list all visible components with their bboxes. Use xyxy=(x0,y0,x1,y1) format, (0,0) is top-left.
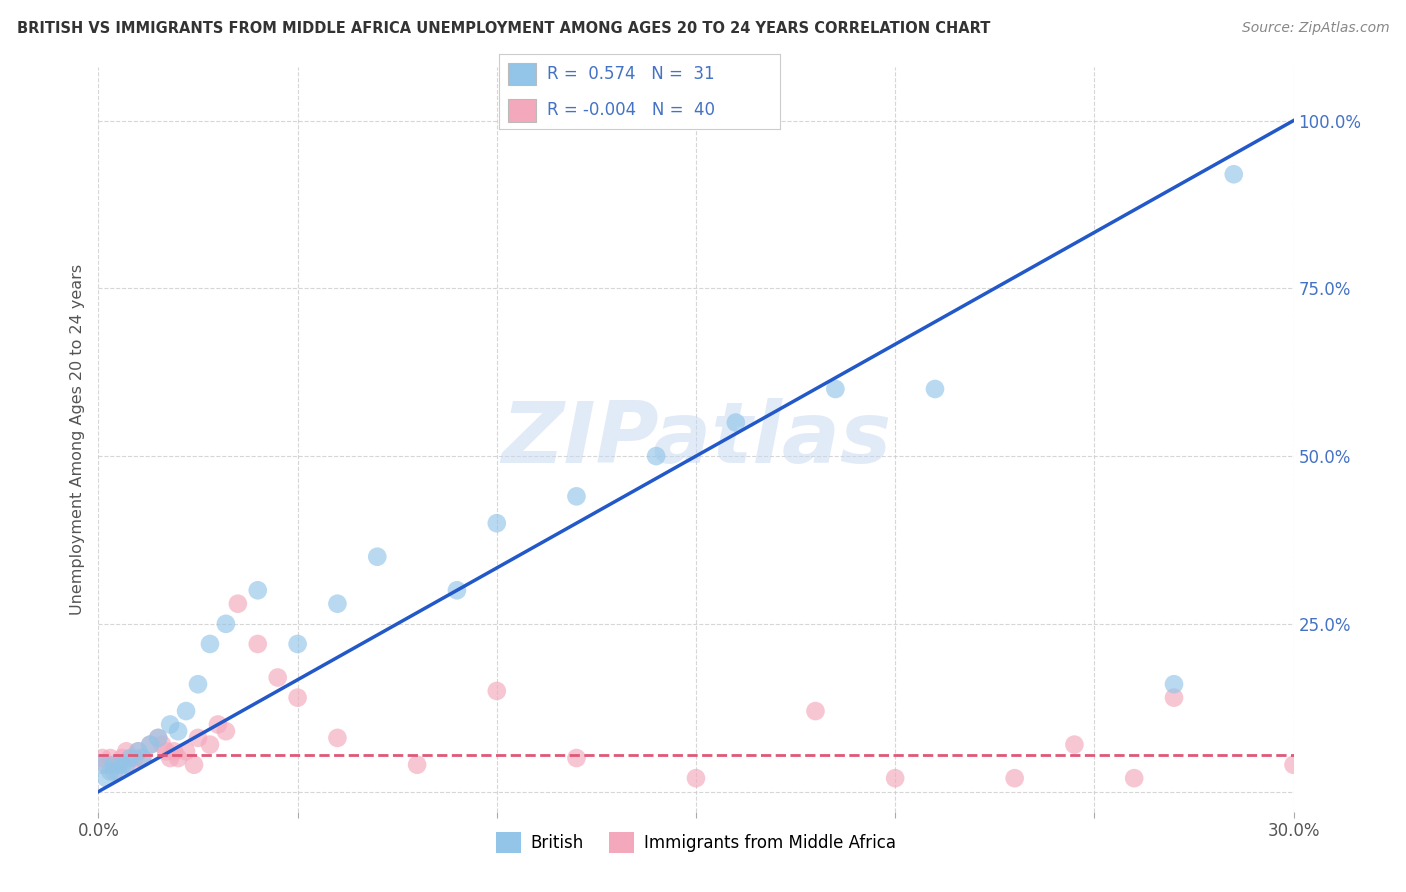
Bar xyxy=(508,99,536,122)
Point xyxy=(565,751,588,765)
Point xyxy=(139,738,162,752)
Point xyxy=(287,637,309,651)
Text: Source: ZipAtlas.com: Source: ZipAtlas.com xyxy=(1241,21,1389,36)
Point xyxy=(215,724,238,739)
Point xyxy=(246,637,269,651)
Point xyxy=(127,744,149,758)
Point xyxy=(107,757,129,772)
Point xyxy=(1004,771,1026,785)
Point xyxy=(174,704,197,718)
Point xyxy=(824,382,846,396)
Point xyxy=(103,757,125,772)
Point xyxy=(198,738,221,752)
Point xyxy=(159,717,181,731)
Point xyxy=(804,704,827,718)
Point xyxy=(127,744,149,758)
Text: R =  0.574   N =  31: R = 0.574 N = 31 xyxy=(547,65,714,83)
Point xyxy=(148,731,170,745)
Point xyxy=(131,751,153,765)
Bar xyxy=(508,62,536,86)
Point xyxy=(924,382,946,396)
Point xyxy=(1063,738,1085,752)
Point xyxy=(1163,677,1185,691)
Point xyxy=(183,757,205,772)
Point xyxy=(1282,757,1305,772)
Point xyxy=(167,751,190,765)
Point xyxy=(1123,771,1146,785)
Point xyxy=(124,751,146,765)
Point xyxy=(485,516,508,531)
Point xyxy=(366,549,388,564)
Point xyxy=(167,724,190,739)
Point xyxy=(174,744,197,758)
Point xyxy=(139,738,162,752)
Point xyxy=(724,416,747,430)
Point xyxy=(215,616,238,631)
Point xyxy=(485,684,508,698)
Point xyxy=(326,597,349,611)
Point xyxy=(198,637,221,651)
Point xyxy=(267,671,290,685)
Point xyxy=(91,751,114,765)
Point xyxy=(645,449,668,463)
Point xyxy=(226,597,249,611)
Point xyxy=(111,751,134,765)
Point xyxy=(96,757,118,772)
Point xyxy=(148,731,170,745)
Point xyxy=(565,489,588,503)
Y-axis label: Unemployment Among Ages 20 to 24 years: Unemployment Among Ages 20 to 24 years xyxy=(69,264,84,615)
Point xyxy=(884,771,907,785)
Point xyxy=(446,583,468,598)
Point xyxy=(120,751,142,765)
Point xyxy=(115,757,138,772)
Point xyxy=(103,764,125,779)
Point xyxy=(685,771,707,785)
Point xyxy=(1223,167,1246,181)
Text: R = -0.004   N =  40: R = -0.004 N = 40 xyxy=(547,102,714,120)
Point xyxy=(246,583,269,598)
Point xyxy=(207,717,229,731)
Point xyxy=(155,744,177,758)
Point xyxy=(150,738,173,752)
Point xyxy=(406,757,429,772)
Point xyxy=(1163,690,1185,705)
Point xyxy=(91,757,114,772)
Point xyxy=(98,751,122,765)
Text: ZIPatlas: ZIPatlas xyxy=(501,398,891,481)
Text: BRITISH VS IMMIGRANTS FROM MIDDLE AFRICA UNEMPLOYMENT AMONG AGES 20 TO 24 YEARS : BRITISH VS IMMIGRANTS FROM MIDDLE AFRICA… xyxy=(17,21,990,37)
Point xyxy=(187,731,209,745)
Point xyxy=(120,757,142,772)
Point xyxy=(98,764,122,779)
Point xyxy=(115,744,138,758)
Point xyxy=(159,751,181,765)
Point xyxy=(111,757,134,772)
Point xyxy=(187,677,209,691)
Point xyxy=(96,771,118,785)
Legend: British, Immigrants from Middle Africa: British, Immigrants from Middle Africa xyxy=(489,826,903,859)
Point xyxy=(287,690,309,705)
Point xyxy=(163,744,186,758)
Point xyxy=(107,764,129,779)
Point xyxy=(131,751,153,765)
Point xyxy=(326,731,349,745)
